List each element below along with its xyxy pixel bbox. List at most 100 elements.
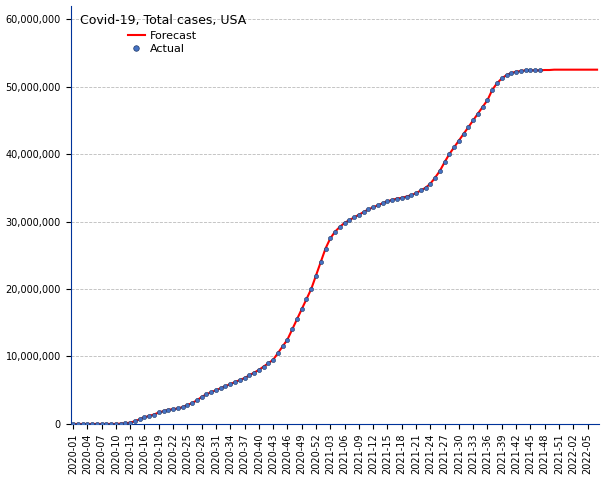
Actual bbox=[306, 285, 316, 293]
Actual bbox=[292, 315, 302, 323]
Actual bbox=[373, 202, 383, 209]
Forecast bbox=[265, 360, 272, 366]
Actual bbox=[497, 74, 506, 82]
Actual bbox=[278, 343, 287, 350]
Actual bbox=[526, 67, 535, 74]
Actual bbox=[325, 235, 335, 242]
Actual bbox=[521, 67, 531, 74]
Actual bbox=[163, 406, 173, 414]
Actual bbox=[206, 388, 216, 396]
Actual bbox=[106, 420, 116, 428]
Actual bbox=[492, 79, 502, 87]
Actual bbox=[68, 420, 78, 428]
Actual bbox=[397, 194, 407, 202]
Actual bbox=[416, 187, 426, 194]
Actual bbox=[407, 192, 416, 199]
Actual bbox=[349, 214, 359, 221]
Actual bbox=[244, 372, 254, 379]
Actual bbox=[316, 258, 325, 266]
Actual bbox=[382, 197, 392, 205]
Actual bbox=[354, 211, 364, 218]
Actual bbox=[120, 420, 130, 427]
Actual bbox=[411, 189, 421, 197]
Actual bbox=[425, 180, 435, 188]
Actual bbox=[240, 374, 249, 382]
Actual bbox=[483, 96, 492, 104]
Actual bbox=[454, 137, 464, 144]
Actual bbox=[430, 174, 440, 181]
Actual bbox=[173, 405, 183, 412]
Actual bbox=[488, 86, 497, 94]
Actual bbox=[77, 420, 87, 428]
Actual bbox=[330, 228, 340, 236]
Forecast bbox=[594, 67, 601, 72]
Actual bbox=[154, 408, 163, 416]
Actual bbox=[402, 192, 411, 200]
Actual bbox=[531, 67, 540, 74]
Actual bbox=[259, 363, 269, 371]
Actual bbox=[468, 117, 478, 124]
Actual bbox=[249, 369, 259, 376]
Actual bbox=[287, 325, 297, 333]
Actual bbox=[130, 418, 140, 425]
Actual bbox=[216, 384, 226, 392]
Actual bbox=[344, 216, 354, 224]
Actual bbox=[192, 396, 201, 404]
Legend: Forecast, Actual: Forecast, Actual bbox=[76, 11, 249, 58]
Actual bbox=[445, 150, 454, 158]
Actual bbox=[135, 415, 145, 423]
Forecast bbox=[312, 273, 319, 278]
Actual bbox=[159, 408, 168, 415]
Forecast bbox=[579, 67, 586, 72]
Actual bbox=[387, 196, 397, 204]
Forecast bbox=[551, 67, 558, 72]
Actual bbox=[511, 68, 521, 75]
Forecast bbox=[189, 400, 196, 406]
Actual bbox=[264, 360, 273, 367]
Actual bbox=[311, 272, 321, 279]
Actual bbox=[297, 305, 307, 313]
Actual bbox=[92, 420, 102, 428]
Actual bbox=[364, 205, 373, 213]
Forecast bbox=[374, 203, 382, 208]
Actual bbox=[254, 366, 264, 374]
Actual bbox=[82, 420, 92, 428]
Actual bbox=[211, 386, 221, 394]
Actual bbox=[111, 420, 121, 428]
Actual bbox=[230, 378, 240, 386]
Actual bbox=[302, 295, 312, 303]
Actual bbox=[116, 420, 125, 428]
Actual bbox=[226, 380, 235, 388]
Actual bbox=[340, 219, 350, 227]
Actual bbox=[168, 405, 178, 413]
Actual bbox=[197, 393, 206, 401]
Actual bbox=[268, 356, 278, 364]
Actual bbox=[473, 110, 483, 118]
Actual bbox=[502, 71, 511, 79]
Actual bbox=[178, 403, 188, 411]
Actual bbox=[283, 336, 292, 344]
Actual bbox=[463, 123, 473, 131]
Actual bbox=[201, 390, 211, 398]
Actual bbox=[188, 399, 197, 407]
Actual bbox=[368, 204, 378, 211]
Actual bbox=[149, 411, 159, 419]
Actual bbox=[87, 420, 97, 428]
Actual bbox=[97, 420, 106, 428]
Actual bbox=[535, 67, 545, 74]
Actual bbox=[125, 419, 135, 426]
Actual bbox=[459, 130, 468, 138]
Actual bbox=[392, 195, 402, 203]
Actual bbox=[335, 223, 345, 231]
Actual bbox=[102, 420, 111, 428]
Actual bbox=[73, 420, 83, 428]
Actual bbox=[140, 413, 149, 421]
Actual bbox=[516, 67, 526, 75]
Actual bbox=[235, 376, 244, 384]
Forecast bbox=[203, 391, 210, 397]
Actual bbox=[440, 158, 450, 166]
Actual bbox=[378, 200, 388, 207]
Actual bbox=[359, 208, 368, 216]
Forecast bbox=[70, 421, 77, 427]
Actual bbox=[435, 167, 445, 175]
